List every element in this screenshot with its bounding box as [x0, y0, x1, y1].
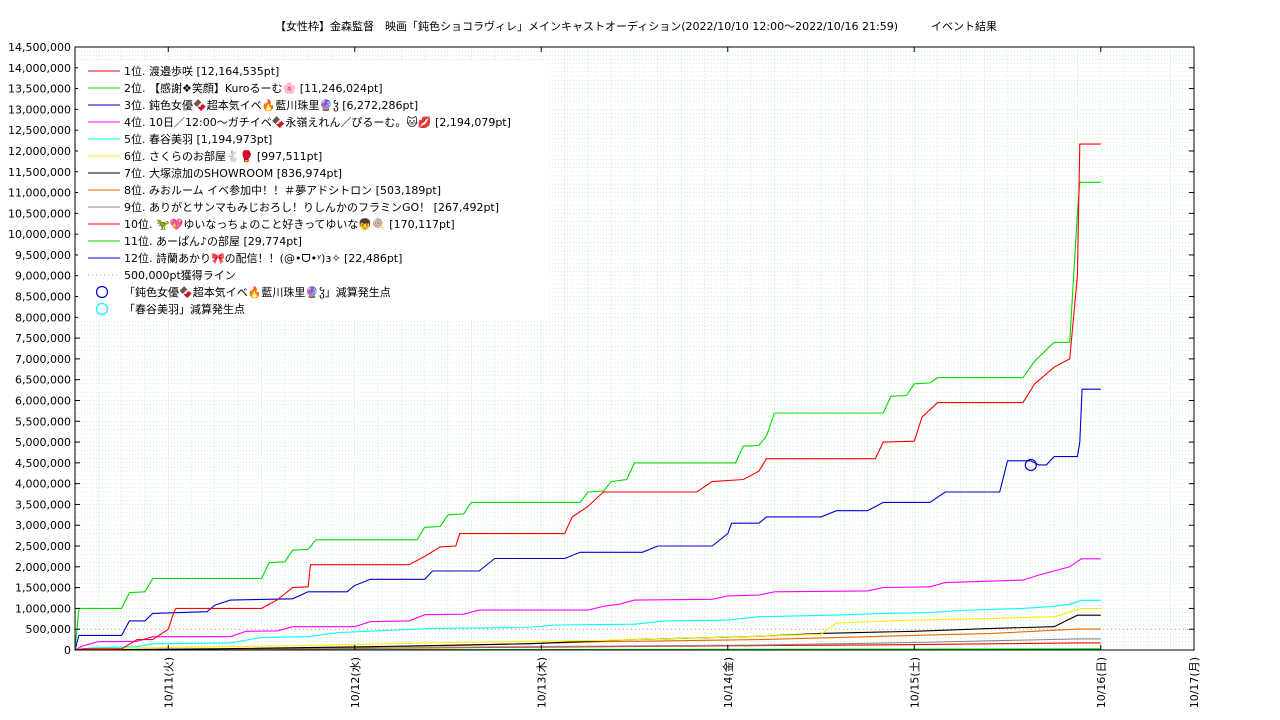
series-line-2 [74, 181, 1101, 651]
chart-title: 【女性枠】金森監督 映画「鈍色ショコラヴィレ」メインキャストオーディション(20… [275, 19, 997, 33]
y-tick-label: 5,000,000 [15, 436, 71, 449]
y-axis: 0 500,000 1,000,000 1,500,000 2,000,000 2,500… [8, 41, 1194, 657]
y-tick-label: 8,500,000 [15, 291, 71, 304]
legend-label-10: 10位. 🦖💖ゆいなっちょのこと好きってゆいな👦🍭 [170,117pt] [124, 217, 455, 231]
legend-label-marker-2: 「春谷美羽」減算発生点 [124, 302, 245, 316]
y-tick-label: 14,500,000 [8, 41, 71, 54]
x-tick-label: 10/15(土) [908, 657, 921, 708]
x-tick-label: 10/16(日) [1095, 657, 1108, 708]
legend-marker-1 [95, 285, 109, 299]
legend-label-4: 4位. 10日／12:00〜ガチイベ🍫永嶺えれん／ぴるーむ。🐱💋 [2,194,… [124, 115, 511, 129]
y-tick-label: 6,500,000 [15, 374, 71, 387]
y-tick-label: 10,000,000 [8, 228, 71, 241]
y-tick-label: 11,500,000 [8, 166, 71, 179]
y-tick-label: 12,500,000 [8, 124, 71, 137]
x-tick-label: 10/17(月) [1188, 657, 1201, 708]
x-axis: 10/11(火) 10/12(水) 10/13(木) 10/14(金) 10/15(土)… [162, 47, 1201, 708]
decrease-marker-1 [1024, 458, 1037, 472]
y-tick-label: 13,500,000 [8, 83, 71, 96]
legend-label-1: 1位. 渡邉歩咲 [12,164,535pt] [124, 64, 279, 78]
legend-label-marker-1: 「鈍色女優🍫超本気イベ🔥藍川珠里🔮ჴ」減算発生点 [124, 285, 391, 299]
y-tick-label: 14,000,000 [8, 62, 71, 75]
legend-background [78, 60, 548, 318]
y-tick-label: 13,000,000 [8, 103, 71, 116]
legend-label-9: 9位. ありがとサンマもみじおろし！りしんかのフラミンGO！ [267,492p… [124, 200, 499, 214]
series-line-9 [74, 638, 1101, 651]
y-tick-label: 2,000,000 [15, 561, 71, 574]
y-tick-label: 3,000,000 [15, 519, 71, 532]
y-tick-label: 1,500,000 [15, 582, 71, 595]
y-tick-label: 1,000,000 [15, 602, 71, 615]
marker-layer [1024, 458, 1037, 472]
y-tick-label: 12,000,000 [8, 145, 71, 158]
x-tick-label: 10/11(火) [162, 657, 175, 708]
legend-label-reference: 500,000pt獲得ライン [124, 269, 236, 282]
legend-label-7: 7位. 大塚涼加のSHOWROOM [836,974pt] [124, 166, 342, 180]
series-line-4 [74, 558, 1101, 651]
y-tick-label: 11,000,000 [8, 187, 71, 200]
y-tick-label: 3,500,000 [15, 498, 71, 511]
legend-label-8: 8位. みおルーム イベ参加中！！＃夢アドシトロン [503,189pt] [124, 183, 441, 197]
series-line-1 [74, 143, 1101, 651]
legend-label-2: 2位. 【感謝❖笑顔】Kuroるーむ🌸 [11,246,024pt] [124, 81, 383, 95]
legend-label-3: 3位. 鈍色女優🍫超本気イベ🔥藍川珠里🔮ჴ [6,272,286pt] [124, 98, 418, 112]
y-tick-label: 4,500,000 [15, 457, 71, 470]
y-tick-label: 7,000,000 [15, 353, 71, 366]
y-tick-label: 7,500,000 [15, 332, 71, 345]
y-tick-label: 6,000,000 [15, 394, 71, 407]
y-tick-label: 5,500,000 [15, 415, 71, 428]
plot-frame [74, 46, 1195, 651]
legend-label-12: 12位. 詩蘭あかり🎀の配信！！(@•ᗜ•ʸ)з✧ [22,486pt] [124, 251, 402, 265]
y-tick-label: 8,000,000 [15, 311, 71, 324]
y-tick-label: 9,500,000 [15, 249, 71, 262]
y-tick-label: 2,500,000 [15, 540, 71, 553]
legend-label-6: 6位. さくらのお部屋🐇🥊 [997,511pt] [124, 149, 322, 163]
legend-label-5: 5位. 春谷美羽 [1,194,973pt] [124, 132, 272, 146]
x-tick-label: 10/14(金) [721, 657, 735, 708]
y-tick-label: 4,000,000 [15, 478, 71, 491]
legend: 1位. 渡邉歩咲 [12,164,535pt] 2位. 【感謝❖笑顔】Kuroるー… [78, 60, 548, 318]
x-tick-label: 10/13(木) [535, 657, 548, 708]
series-line-3 [74, 388, 1101, 651]
y-tick-label: 0 [64, 644, 71, 657]
series-line-5 [74, 599, 1101, 651]
y-tick-label: 9,000,000 [15, 270, 71, 283]
y-tick-label: 10,500,000 [8, 207, 71, 220]
legend-label-11: 11位. あーぱん♪の部屋 [29,774pt] [124, 234, 302, 248]
x-tick-label: 10/12(水) [349, 657, 362, 708]
legend-marker-2 [95, 302, 109, 316]
series-line-6 [74, 607, 1101, 651]
y-tick-label: 500,000 [26, 623, 72, 636]
